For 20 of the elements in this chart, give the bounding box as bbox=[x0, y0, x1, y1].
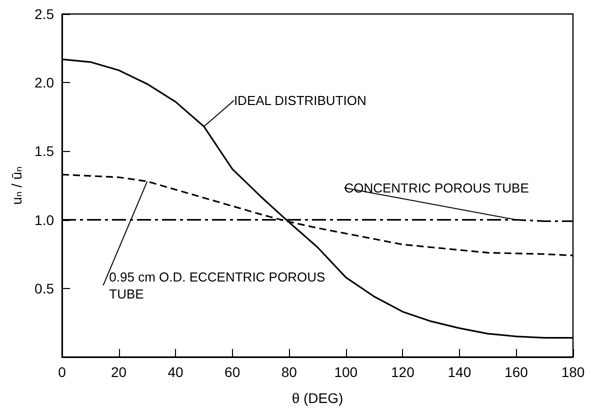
x-tick-label: 160 bbox=[504, 364, 528, 380]
x-tick-label: 180 bbox=[561, 364, 585, 380]
x-tick-label: 80 bbox=[281, 364, 298, 380]
y-tick-label: 0.5 bbox=[34, 280, 54, 296]
y-tick-label: 1.5 bbox=[34, 143, 54, 160]
y-tick-label: 1.0 bbox=[34, 212, 54, 228]
x-tick-label: 60 bbox=[224, 364, 240, 380]
x-tick-label: 20 bbox=[110, 364, 127, 380]
x-tick-label: 140 bbox=[448, 364, 472, 380]
text: IDEAL DISTRIBUTION bbox=[234, 93, 366, 108]
y-tick-label: 2.0 bbox=[34, 74, 54, 91]
x-axis-title: θ (DEG) bbox=[292, 390, 344, 406]
x-tick-label: 0 bbox=[58, 364, 66, 380]
x-tick-label: 100 bbox=[334, 364, 358, 380]
text: 0.95 cm O.D. ECCENTRIC POROUS TUBE bbox=[109, 269, 329, 302]
y-tick-label: 2.5 bbox=[34, 6, 54, 22]
x-tick-label: 120 bbox=[390, 364, 415, 380]
series-label: CONCENTRIC POROUS TUBE bbox=[344, 180, 530, 196]
y-axis-title: uₙ / ūₙ bbox=[8, 166, 25, 205]
x-tick-label: 40 bbox=[168, 364, 184, 380]
